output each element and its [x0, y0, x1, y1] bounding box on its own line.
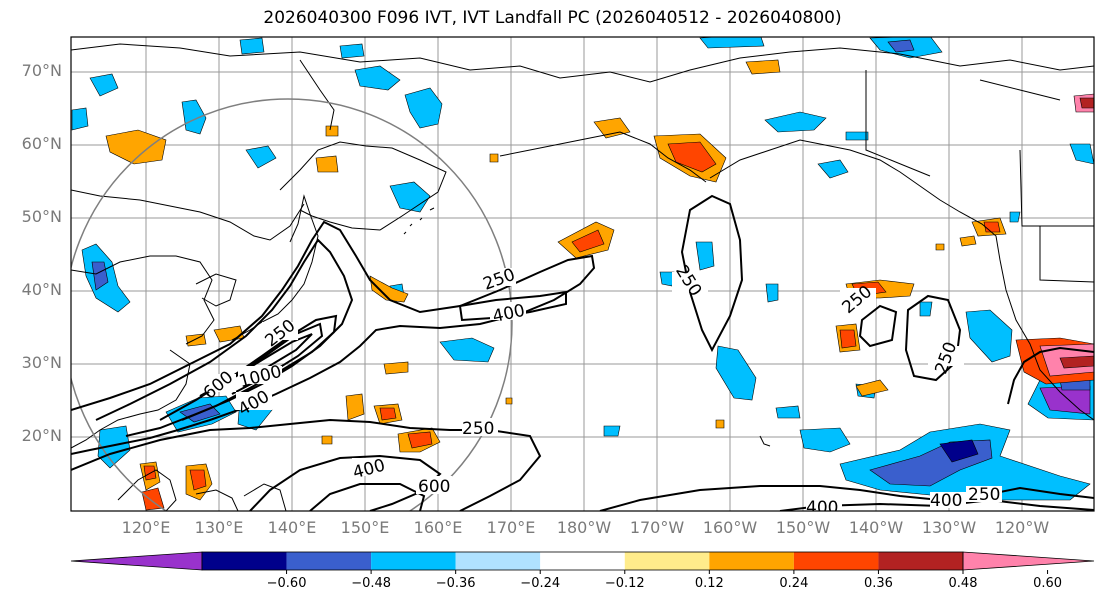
- map-frame: [70, 36, 1095, 512]
- lon-label: 130°W: [921, 518, 977, 537]
- colorbar-segment: [793, 552, 879, 570]
- gridlines: [71, 37, 1094, 511]
- contour-label: 250: [462, 419, 494, 439]
- colorbar-tick-label: −0.48: [351, 576, 392, 591]
- lon-label: 120°E: [121, 518, 171, 537]
- colorbar-extend-high: [962, 551, 1095, 571]
- map-canvas: 250 400 250 600 1000 400 250 400 600 250…: [70, 36, 1095, 518]
- colorbar-segment: [455, 552, 541, 570]
- lon-label: 150°W: [775, 518, 831, 537]
- lon-label: 150°E: [340, 518, 390, 537]
- colorbar-tick-label: 0.48: [948, 576, 978, 591]
- lon-label: 120°W: [994, 518, 1050, 537]
- contour-label: 400: [806, 498, 838, 518]
- map-title: 2026040300 F096 IVT, IVT Landfall PC (20…: [263, 8, 842, 28]
- positive-anomaly-patches: [105, 59, 1094, 511]
- colorbar-segment: [202, 552, 287, 570]
- lat-label-50: 50°N: [21, 207, 62, 226]
- colorbar-segment: [540, 552, 625, 570]
- contour-label: 600: [418, 477, 450, 497]
- negative-anomaly-patches: [71, 37, 1094, 501]
- colorbar-ticks: [286, 570, 1049, 574]
- contour-label: 400: [930, 491, 962, 511]
- lon-label: 160°W: [702, 518, 758, 537]
- colorbar-segment: [709, 552, 794, 570]
- coastlines: [71, 43, 1094, 511]
- contour-label: 250: [968, 485, 1000, 505]
- colorbar-tick-label: 0.36: [863, 576, 893, 591]
- map-frame-bg: [71, 37, 1094, 511]
- lat-label-70: 70°N: [21, 61, 62, 80]
- lon-label: 140°W: [848, 518, 904, 537]
- colorbar-segments: [70, 551, 1095, 571]
- colorbar-segment: [371, 552, 456, 570]
- lon-label: 180°W: [556, 518, 612, 537]
- colorbar-segment: [878, 552, 963, 570]
- colorbar-tick-label: 0.24: [779, 576, 809, 591]
- lon-label: 130°E: [194, 518, 244, 537]
- colorbar-outline: [201, 551, 964, 571]
- colorbar-tick-label: −0.36: [435, 576, 476, 591]
- lat-label-20: 20°N: [21, 426, 62, 445]
- colorbar-tick-label: −0.24: [520, 576, 561, 591]
- colorbar-segment: [286, 552, 372, 570]
- colorbar-segment: [624, 552, 710, 570]
- lon-label: 170°W: [629, 518, 685, 537]
- colorbar-tick-label: −0.12: [604, 576, 645, 591]
- lat-label-30: 30°N: [21, 353, 62, 372]
- lat-label-40: 40°N: [21, 280, 62, 299]
- colorbar-extend-low: [70, 551, 203, 571]
- lon-label: 160°E: [413, 518, 463, 537]
- radius-circle: [71, 98, 513, 511]
- colorbar-tick-label: −0.60: [266, 576, 307, 591]
- colorbar-tick-label: 0.12: [694, 576, 724, 591]
- lon-label: 170°E: [486, 518, 536, 537]
- colorbar-tick-label: 0.60: [1033, 576, 1063, 591]
- lon-label: 140°E: [267, 518, 317, 537]
- lat-label-60: 60°N: [21, 134, 62, 153]
